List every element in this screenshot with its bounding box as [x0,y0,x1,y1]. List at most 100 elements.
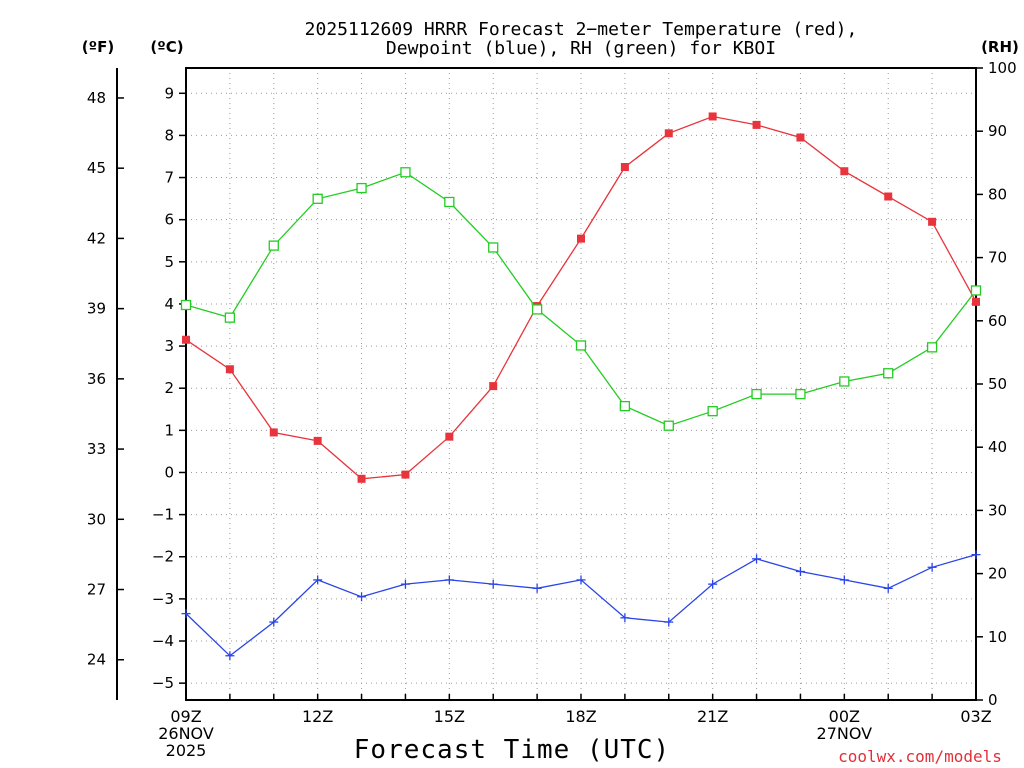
fahrenheit-tick-label: 30 [87,510,106,528]
dewpoint-point [357,592,367,602]
fahrenheit-tick-label: 48 [87,89,106,107]
rh-point [531,304,543,315]
fahrenheit-tick-label: 33 [87,440,106,458]
temperature-point [401,470,410,479]
dewpoint-point [488,579,498,589]
temperature-point [972,297,980,306]
rh-point [751,388,762,400]
rh-tick-label: 50 [988,375,1007,393]
x-tick-label: 21Z [697,707,728,726]
fahrenheit-tick-label: 24 [87,651,106,669]
celsius-tick-label: 6 [164,211,174,229]
temperature-point [489,382,498,391]
temperature-point [225,365,234,374]
celsius-tick-label: 8 [164,126,174,144]
dewpoint-point [971,550,981,560]
temperature-point [664,129,673,138]
dewpoint-point [181,609,191,619]
celsius-tick-label: 7 [164,169,174,187]
dewpoint-point [444,575,454,585]
fahrenheit-tick-label: 45 [87,159,106,177]
temperature-point [445,432,454,441]
chart-title-line1: 2025112609 HRRR Forecast 2−meter Tempera… [305,19,858,40]
rh-tick-label: 80 [988,185,1007,203]
rh-unit-label: (RH) [981,38,1019,56]
rh-point [356,182,367,194]
data-series [180,112,982,661]
axes: −5−4−3−2−1012345678924273033363942454801… [87,59,1017,709]
x-tick-label: 09Z [170,707,201,726]
temperature-point [884,192,893,201]
rh-point [926,342,938,353]
dewpoint-point [269,617,279,627]
dewpoint-point [839,575,849,585]
rh-point [224,312,236,323]
rh-tick-label: 100 [988,59,1017,77]
temperature-point [182,335,190,344]
x-tick-label: 15Z [434,707,465,726]
temperature-point [840,167,849,176]
dewpoint-point [620,613,630,623]
temperature-point [577,234,585,243]
celsius-tick-label: 0 [164,463,174,481]
temperature-point [620,163,629,172]
x-axis-title: Forecast Time (UTC) [354,735,670,765]
rh-point [268,240,279,251]
x-tick-label: 00Z [829,707,860,726]
rh-point [619,400,631,412]
rh-tick-label: 60 [988,312,1007,330]
celsius-tick-label: −2 [152,548,174,566]
dewpoint-point [576,575,586,585]
temperature-point [796,133,805,142]
celsius-tick-label: −3 [152,590,174,608]
rh-point [312,193,323,204]
dewpoint-point [664,617,674,627]
celsius-tick-label: 4 [164,295,174,313]
celsius-unit-label: (ºC) [150,38,183,56]
x-tick-label: 03Z [960,707,991,726]
dewpoint-point [927,562,937,572]
celsius-tick-label: −1 [152,506,174,524]
rh-tick-label: 10 [988,628,1007,646]
celsius-tick-label: 9 [164,84,174,102]
fahrenheit-unit-label: (ºF) [82,38,114,56]
x-tick-label: 12Z [302,707,333,726]
dewpoint-point [883,583,893,593]
grid-lines [186,68,976,700]
rh-point [707,406,718,417]
temperature-line [185,115,977,480]
dewpoint-point [225,651,235,661]
temperature-point [313,436,322,445]
celsius-tick-label: 5 [164,253,174,271]
chart-title-line2: Dewpoint (blue), RH (green) for KBOI [386,38,776,59]
rh-point [180,299,192,311]
credit-text: coolwx.com/models [838,747,1002,766]
rh-point [400,167,411,178]
rh-point [839,376,850,387]
rh-point [663,420,674,431]
fahrenheit-tick-label: 27 [87,581,106,599]
fahrenheit-tick-label: 42 [87,229,106,247]
dewpoint-point [313,575,323,585]
x-tick-label: 27NOV [817,724,873,743]
x-tick-label: 18Z [565,707,596,726]
celsius-tick-label: −4 [152,632,174,650]
temperature-point [928,217,937,226]
rh-tick-label: 30 [988,501,1007,519]
celsius-tick-label: 3 [164,337,174,355]
dewpoint-point [752,554,762,564]
dewpoint-point [795,566,805,576]
celsius-tick-label: 1 [164,421,174,439]
fahrenheit-tick-label: 39 [87,300,106,318]
temperature-point [357,474,366,483]
rh-point [795,388,806,400]
rh-point [444,196,455,208]
rh-point [970,285,982,296]
celsius-tick-label: 2 [164,379,174,397]
x-tick-label: 2025 [166,741,207,760]
temperature-point [708,112,717,121]
rh-tick-label: 20 [988,565,1007,583]
fahrenheit-tick-label: 36 [87,370,106,388]
